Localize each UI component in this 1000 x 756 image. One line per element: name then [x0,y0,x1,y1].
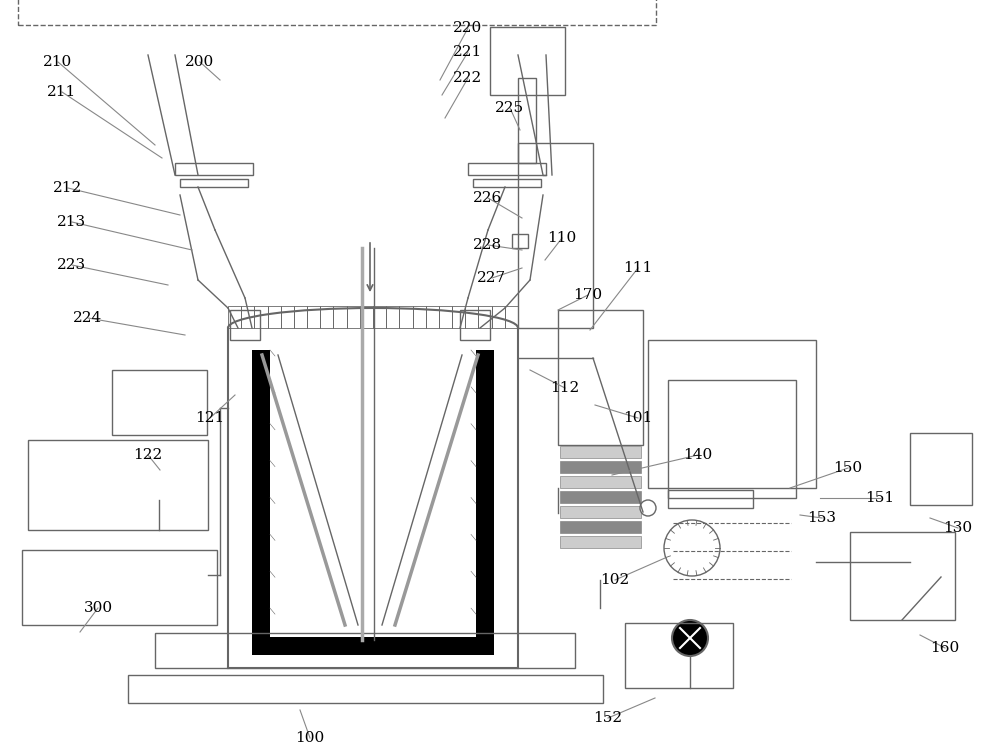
Text: 152: 152 [593,711,623,725]
Text: 102: 102 [600,573,630,587]
Text: 122: 122 [133,448,163,462]
Bar [512,234,528,248]
Bar [112,370,207,435]
Text: 130: 130 [943,521,973,535]
Bar [560,491,641,503]
Bar [460,310,490,340]
Bar [230,310,260,340]
Circle shape [672,620,708,656]
Bar [399,306,413,328]
Text: 211: 211 [47,85,77,99]
Bar [505,306,518,328]
Text: 110: 110 [547,231,577,245]
Text: 101: 101 [623,411,653,425]
Circle shape [640,500,656,516]
Bar [281,306,294,328]
Text: 112: 112 [550,381,580,395]
Bar [386,306,399,328]
Bar [241,306,254,328]
Bar [518,78,536,163]
Text: 220: 220 [453,21,483,35]
Bar [252,350,270,655]
Bar [473,179,541,187]
Bar [850,532,955,620]
Text: 225: 225 [495,101,525,115]
Bar [492,306,505,328]
Bar [560,446,641,458]
Bar [490,27,565,95]
Bar [518,143,593,328]
Text: 140: 140 [683,448,713,462]
Bar [560,506,641,518]
Text: 210: 210 [43,55,73,69]
Text: 222: 222 [453,71,483,85]
Text: 228: 228 [473,238,503,252]
Bar [910,433,972,505]
Bar [252,637,494,655]
Bar [175,163,253,175]
Text: 153: 153 [808,511,836,525]
Bar [180,179,248,187]
Text: 223: 223 [57,258,87,272]
Bar [478,306,492,328]
Bar [476,350,494,655]
Bar [307,306,320,328]
Text: 160: 160 [930,641,960,655]
Text: 100: 100 [295,731,325,745]
Bar [560,461,641,473]
Bar [28,440,208,530]
Text: 221: 221 [453,45,483,59]
Text: 121: 121 [195,411,225,425]
Bar [439,306,452,328]
Bar [668,490,753,508]
Text: 151: 151 [865,491,895,505]
Bar [413,306,426,328]
Bar [373,306,386,328]
Bar [128,675,603,703]
Bar [18,0,656,25]
Bar [426,306,439,328]
Bar [558,310,643,445]
Text: 212: 212 [53,181,83,195]
Bar [452,306,465,328]
Text: 224: 224 [73,311,103,325]
Bar [254,306,268,328]
Bar [468,163,546,175]
Text: 227: 227 [477,271,507,285]
Text: 300: 300 [83,601,113,615]
Bar [625,623,733,688]
Bar [668,380,796,498]
Bar [22,550,217,625]
Text: 213: 213 [57,215,87,229]
Bar [465,306,478,328]
Text: 111: 111 [623,261,653,275]
Bar [155,633,575,668]
Bar [268,306,281,328]
Text: 150: 150 [833,461,863,475]
Bar [333,306,347,328]
Bar [294,306,307,328]
Bar [228,306,241,328]
Bar [560,536,641,548]
Bar [320,306,333,328]
Bar [560,521,641,533]
Bar [360,306,373,328]
Text: 226: 226 [473,191,503,205]
Text: 170: 170 [573,288,603,302]
Circle shape [664,520,720,576]
Text: 200: 200 [185,55,215,69]
Bar [347,306,360,328]
Bar [560,476,641,488]
Bar [648,340,816,488]
